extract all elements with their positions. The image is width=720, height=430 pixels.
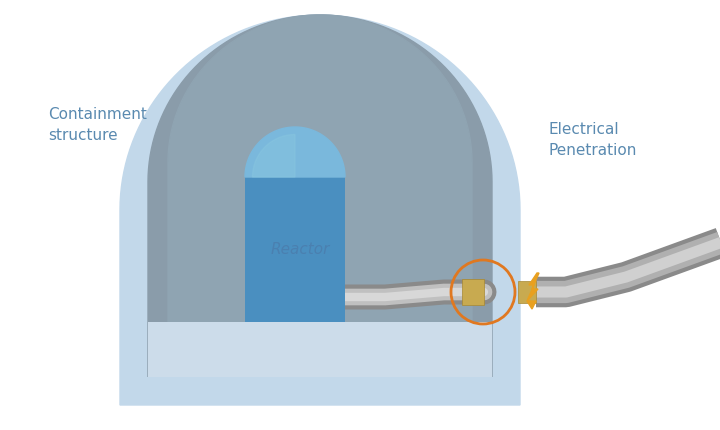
Polygon shape: [527, 301, 536, 309]
Polygon shape: [245, 127, 345, 177]
Polygon shape: [120, 15, 520, 405]
Polygon shape: [462, 279, 484, 305]
Polygon shape: [148, 322, 492, 377]
Text: Electrical
Penetration: Electrical Penetration: [548, 122, 636, 158]
Polygon shape: [518, 281, 536, 303]
Polygon shape: [245, 177, 345, 322]
Polygon shape: [148, 15, 492, 377]
Polygon shape: [120, 377, 520, 405]
Text: Containment
structure: Containment structure: [48, 107, 147, 143]
Polygon shape: [253, 135, 295, 177]
Polygon shape: [168, 15, 472, 357]
Polygon shape: [527, 273, 539, 301]
Text: Reactor: Reactor: [270, 242, 330, 257]
